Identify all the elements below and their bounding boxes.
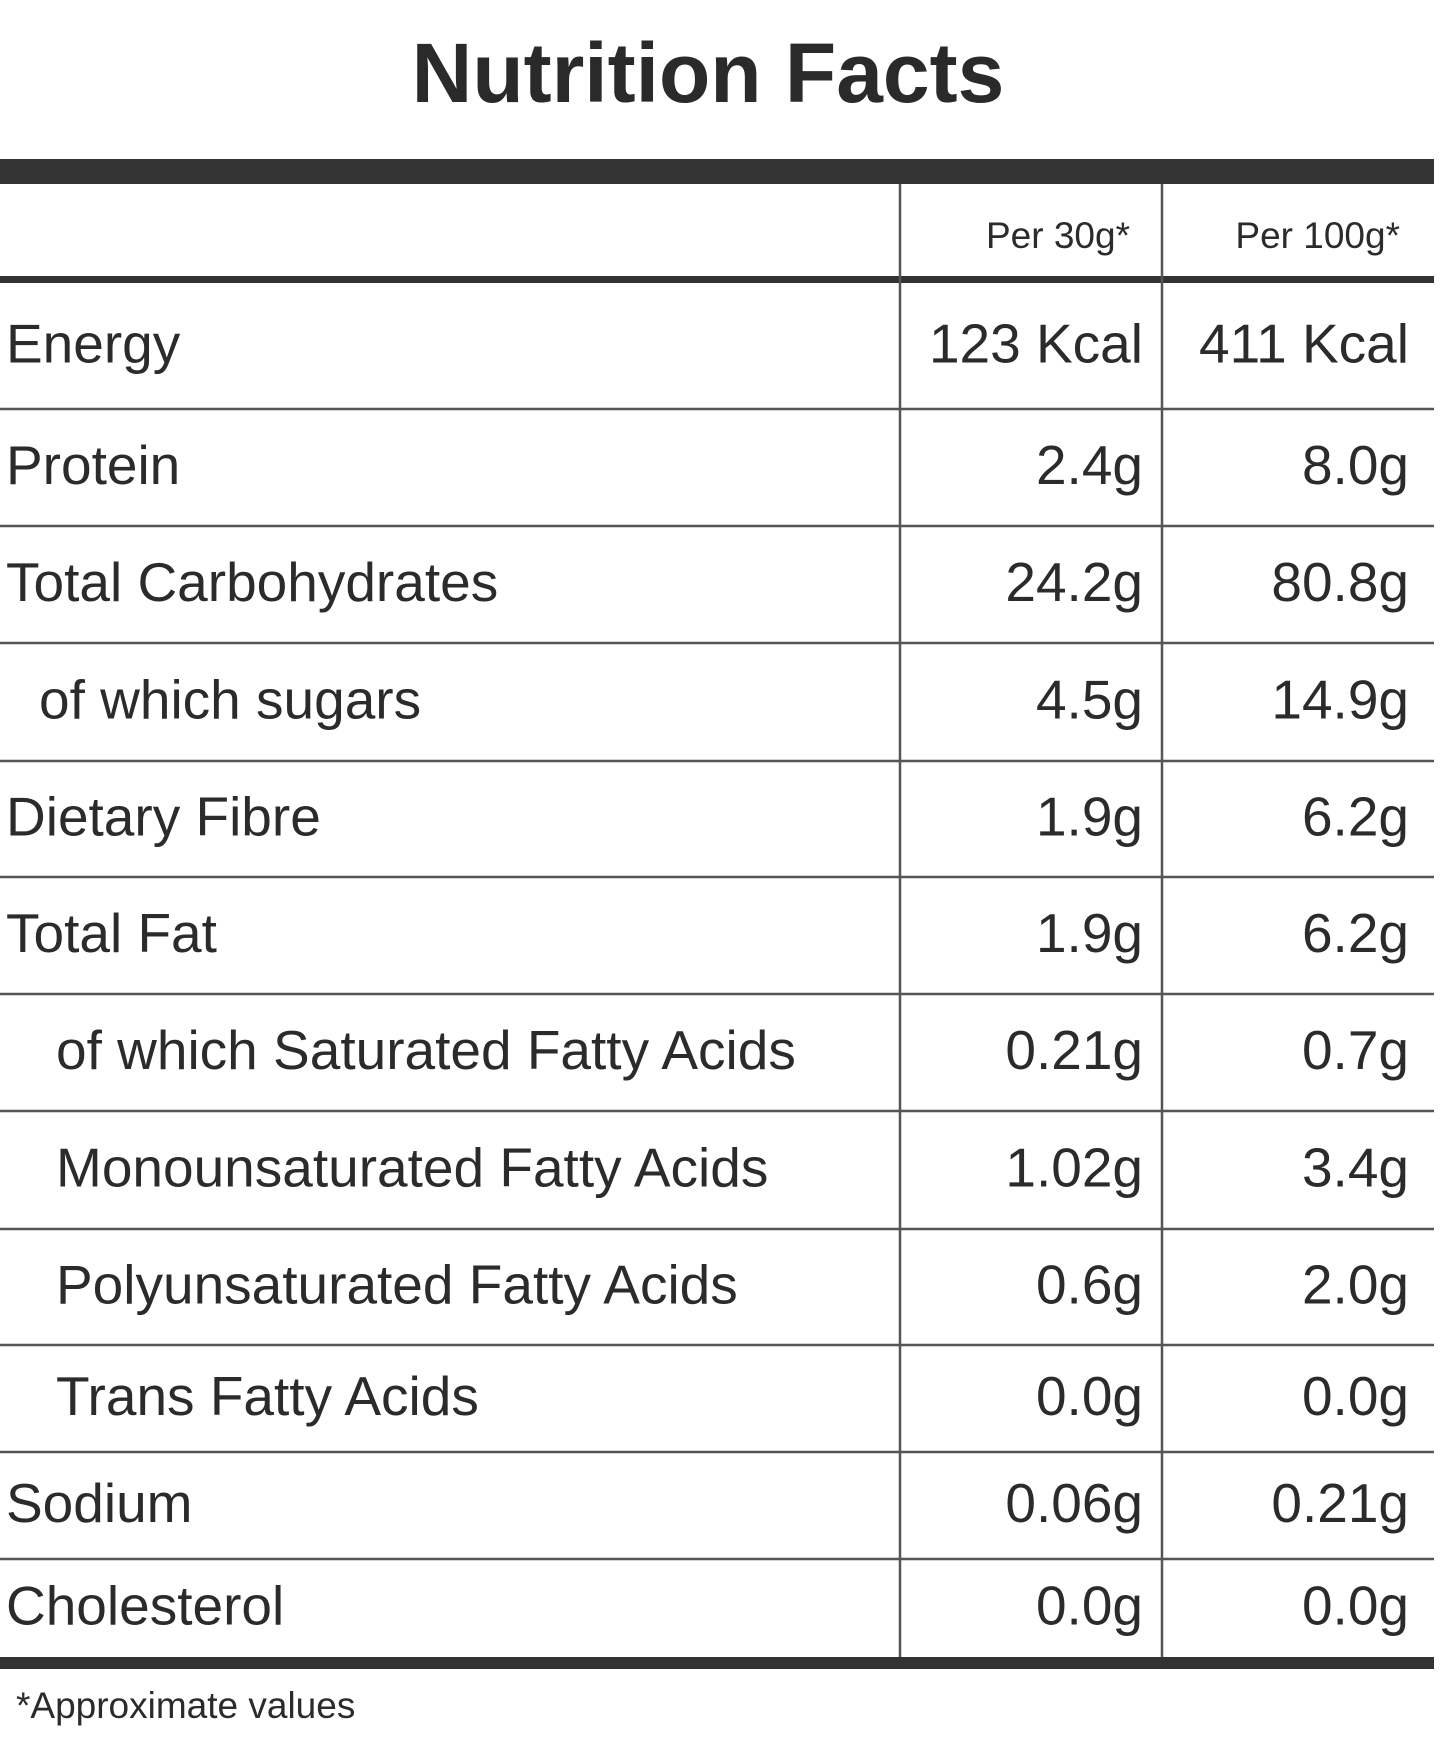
nutrient-label: of which Saturated Fatty Acids	[56, 1019, 796, 1081]
nutrient-label: Polyunsaturated Fatty Acids	[56, 1254, 738, 1316]
value-per-100g: 0.0g	[1302, 1575, 1409, 1637]
value-per-100g: 80.8g	[1271, 551, 1409, 613]
value-per-100g: 0.7g	[1302, 1019, 1409, 1081]
nutrient-label: Total Carbohydrates	[6, 551, 498, 613]
column-header: Per 100g*	[1235, 215, 1400, 256]
value-per-30g: 0.06g	[1005, 1472, 1143, 1534]
value-per-30g: 123 Kcal	[929, 313, 1143, 375]
nutrient-label: of which sugars	[39, 669, 421, 731]
header-bar	[0, 276, 1434, 283]
nutrient-label: Monounsaturated Fatty Acids	[56, 1137, 768, 1199]
value-per-30g: 0.6g	[1036, 1254, 1143, 1316]
value-per-30g: 1.9g	[1036, 786, 1143, 848]
value-per-30g: 4.5g	[1036, 669, 1143, 731]
value-per-100g: 6.2g	[1302, 786, 1409, 848]
nutrient-label: Cholesterol	[6, 1575, 284, 1637]
nutrient-label: Energy	[6, 313, 181, 375]
value-per-100g: 2.0g	[1302, 1254, 1409, 1316]
value-per-30g: 24.2g	[1005, 551, 1143, 613]
value-per-100g: 0.0g	[1302, 1365, 1409, 1427]
footnote: *Approximate values	[16, 1685, 355, 1726]
value-per-100g: 14.9g	[1271, 669, 1409, 731]
column-header: Per 30g*	[986, 215, 1130, 256]
value-per-100g: 411 Kcal	[1199, 313, 1409, 375]
value-per-30g: 0.21g	[1005, 1019, 1143, 1081]
nutrient-label: Protein	[6, 434, 180, 496]
nutrient-label: Total Fat	[6, 902, 217, 964]
nutrient-label: Trans Fatty Acids	[56, 1365, 479, 1427]
value-per-30g: 0.0g	[1036, 1575, 1143, 1637]
nutrient-label: Dietary Fibre	[6, 786, 321, 848]
value-per-30g: 0.0g	[1036, 1365, 1143, 1427]
value-per-30g: 2.4g	[1036, 434, 1143, 496]
value-per-30g: 1.02g	[1005, 1137, 1143, 1199]
value-per-100g: 6.2g	[1302, 902, 1409, 964]
value-per-100g: 3.4g	[1302, 1137, 1409, 1199]
value-per-100g: 8.0g	[1302, 434, 1409, 496]
title: Nutrition Facts	[412, 26, 1005, 120]
nutrient-label: Sodium	[6, 1472, 192, 1534]
top-bar	[0, 159, 1434, 184]
value-per-100g: 0.21g	[1271, 1472, 1409, 1534]
bottom-bar	[0, 1657, 1434, 1669]
value-per-30g: 1.9g	[1036, 902, 1143, 964]
